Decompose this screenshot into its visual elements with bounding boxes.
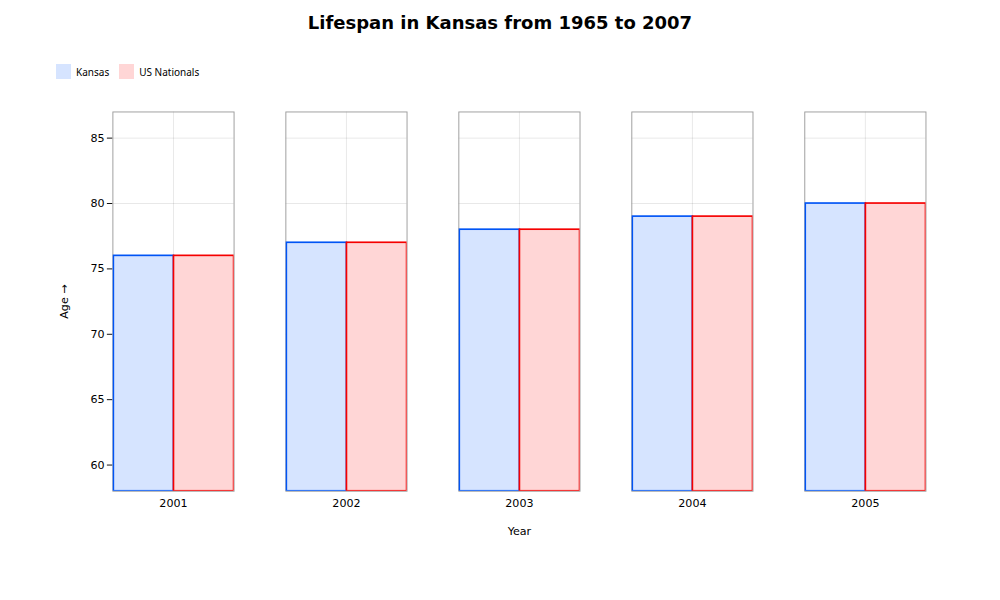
- svg-text:65: 65: [90, 393, 104, 406]
- svg-text:2002: 2002: [332, 497, 360, 510]
- svg-text:80: 80: [90, 197, 104, 210]
- svg-text:2003: 2003: [505, 497, 533, 510]
- html-text:US Nationals: US Nationals: [139, 64, 200, 79]
- svg-text:2001: 2001: [159, 497, 187, 510]
- svg-text:70: 70: [90, 328, 104, 341]
- html-text:Kansas: Kansas: [76, 64, 110, 79]
- svg-text:2004: 2004: [678, 497, 706, 510]
- svg-text:Year: Year: [507, 525, 532, 537]
- svg-text:60: 60: [90, 459, 104, 472]
- svg-text:2005: 2005: [851, 497, 879, 510]
- svg-text:75: 75: [90, 262, 104, 275]
- svg-text:85: 85: [90, 132, 104, 145]
- svg-text:Age →: Age →: [58, 284, 71, 318]
- html-text:Lifespan in Kansas from 1965 t: Lifespan in Kansas from 1965 to 2007: [307, 12, 693, 33]
